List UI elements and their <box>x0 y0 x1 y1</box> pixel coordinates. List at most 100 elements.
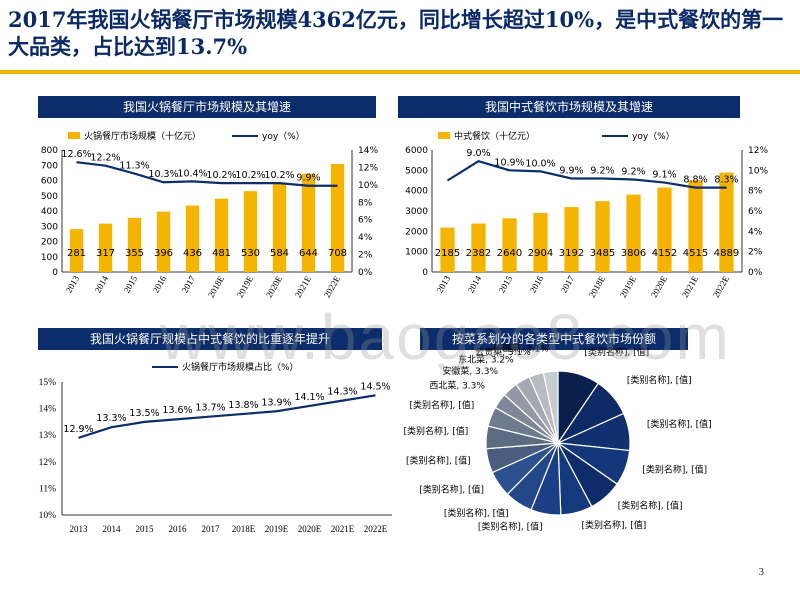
x-tick-label: 2015 <box>497 274 515 295</box>
y-tick-label: 0 <box>422 268 428 278</box>
legend-bar-label: 中式餐饮（十亿元） <box>454 130 535 142</box>
y2-tick-label: 2% <box>358 251 373 261</box>
y-tick-label: 14% <box>39 405 57 415</box>
legend-bar-swatch <box>68 132 80 139</box>
hotpot-share-chart: 火锅餐厅市场规模占比（%） 10% 11% 12% 13% 14% 15% 12.9% 2013… <box>39 361 392 534</box>
x-tick-label: 2019E <box>618 274 639 300</box>
yoy-line <box>446 159 727 189</box>
pie-slice-label: [类别名称], [值] <box>584 346 649 358</box>
yoy-value-label: 12.2% <box>90 153 120 164</box>
x-tick-label: 2014 <box>93 274 111 295</box>
legend-line-label: 火锅餐厅市场规模占比（%） <box>182 361 299 373</box>
y-tick-label: 0 <box>52 268 58 278</box>
yoy-value-label: 10.0% <box>525 158 555 169</box>
y-tick-label: 13% <box>39 431 57 441</box>
pie-slice-label: [类别名称], [值] <box>642 463 707 475</box>
pie-slice-label: 云贵菜, 3.1% <box>475 346 531 358</box>
x-tick-label: 2016 <box>151 274 169 295</box>
x-tick-label: 2022E <box>322 274 343 300</box>
bar <box>330 164 345 272</box>
pie-slice-label: [类别名称], [值] <box>627 374 692 386</box>
y-tick-label: 5000 <box>405 166 428 176</box>
bar <box>626 194 641 272</box>
y2-tick-label: 6% <box>358 216 373 226</box>
x-tick-label: 2020E <box>264 274 285 300</box>
yoy-value-label: 9.0% <box>466 148 490 159</box>
chart2-header: 我国中式餐饮市场规模及其增速 <box>398 96 740 118</box>
yoy-value-label: 10.9% <box>494 157 524 168</box>
yoy-value-label: 9.9% <box>296 173 320 184</box>
bar <box>440 227 455 272</box>
x-tick-label: 2015 <box>136 524 155 534</box>
y-tick-label: 100 <box>41 253 58 263</box>
hotpot-market-chart: 火锅餐厅市场规模（十亿元） yoy（%） 0 100 200 300 400 500 600 70… <box>41 130 379 300</box>
bar <box>127 217 142 272</box>
legend-line-label: yoy（%） <box>262 131 305 142</box>
yoy-value-label: 12.6% <box>61 149 91 160</box>
legend-line-label: yoy（%） <box>632 131 675 142</box>
chart3-header: 我国火锅餐厅规模占中式餐饮的比重逐年提升 <box>38 328 382 350</box>
share-value-label: 14.1% <box>294 392 324 403</box>
share-value-label: 14.5% <box>360 381 390 392</box>
yoy-value-label: 8.3% <box>714 175 738 186</box>
x-tick-label: 2018E <box>206 274 227 300</box>
x-tick-label: 2018E <box>232 524 256 534</box>
x-tick-label: 2017 <box>202 524 221 534</box>
pie-slice-label: 新疆菜, 3.1% <box>493 342 549 354</box>
yoy-value-label: 10.2% <box>206 170 236 181</box>
y-tick-label: 600 <box>41 177 58 187</box>
y2-tick-label: 8% <box>358 198 373 208</box>
x-tick-label: 2020E <box>298 524 322 534</box>
bar-value-label: 317 <box>96 248 115 259</box>
pie-slice-label: [类别名称], [值] <box>647 418 712 430</box>
yoy-value-label: 10.2% <box>235 170 265 181</box>
bar-value-label: 4515 <box>683 248 708 259</box>
page-title: 2017年我国火锅餐厅市场规模4362亿元，同比增长超过10%，是中式餐饮的第一… <box>8 7 784 59</box>
bar-value-label: 396 <box>154 248 173 259</box>
x-tick-label: 2015 <box>122 274 140 295</box>
bar <box>533 212 548 272</box>
bar <box>98 223 113 272</box>
bar-value-label: 281 <box>67 248 86 259</box>
share-value-label: 12.9% <box>63 424 93 435</box>
y2-tick-label: 12% <box>748 146 768 156</box>
pie-slice-label: 安徽菜, 3.3% <box>442 365 498 377</box>
bar-value-label: 2640 <box>497 248 522 259</box>
y-tick-label: 15% <box>39 378 57 388</box>
yoy-value-label: 10.2% <box>264 170 294 181</box>
bar-value-label: 2904 <box>528 248 553 259</box>
bar <box>595 201 610 272</box>
pie-slice-label: [类别名称], [值] <box>410 399 475 411</box>
y2-tick-label: 4% <box>358 233 373 243</box>
x-tick-label: 2021E <box>331 524 355 534</box>
y-tick-label: 3000 <box>405 207 428 217</box>
x-tick-label: 2013 <box>64 274 82 295</box>
y-tick-label: 200 <box>41 238 58 248</box>
pie-slice-label: 东北菜, 3.2% <box>458 354 514 366</box>
bar <box>688 180 703 272</box>
pie-slice-label: [类别名称], [值] <box>419 483 484 495</box>
x-tick-label: 2014 <box>103 524 122 534</box>
yoy-line <box>76 161 338 187</box>
y2-tick-label: 10% <box>358 181 378 191</box>
bar-value-label: 436 <box>183 248 202 259</box>
pie-slice-label: [类别名称], [值] <box>581 519 646 531</box>
y-tick-label: 2000 <box>405 227 428 237</box>
cuisine-share-pie: [类别名称], [值] [类别名称], [值] [类别名称], [值] [类别名称],… <box>404 342 712 532</box>
legend-bar-label: 火锅餐厅市场规模（十亿元） <box>84 130 201 142</box>
y-tick-label: 4000 <box>405 187 428 197</box>
yoy-value-label: 10.4% <box>177 168 207 179</box>
yoy-value-label: 9.1% <box>652 170 676 181</box>
share-value-label: 13.3% <box>96 413 126 424</box>
x-tick-label: 2019E <box>235 274 256 300</box>
x-tick-label: 2022E <box>364 524 388 534</box>
bar-value-label: 481 <box>212 248 231 259</box>
y2-tick-label: 8% <box>748 187 763 197</box>
bar <box>301 173 316 272</box>
bar <box>69 229 84 272</box>
legend-bar-swatch <box>438 132 450 139</box>
bar-value-label: 2185 <box>435 248 460 259</box>
share-value-label: 14.3% <box>327 387 357 398</box>
yoy-value-label: 9.9% <box>559 165 583 176</box>
share-value-label: 13.5% <box>129 408 159 419</box>
